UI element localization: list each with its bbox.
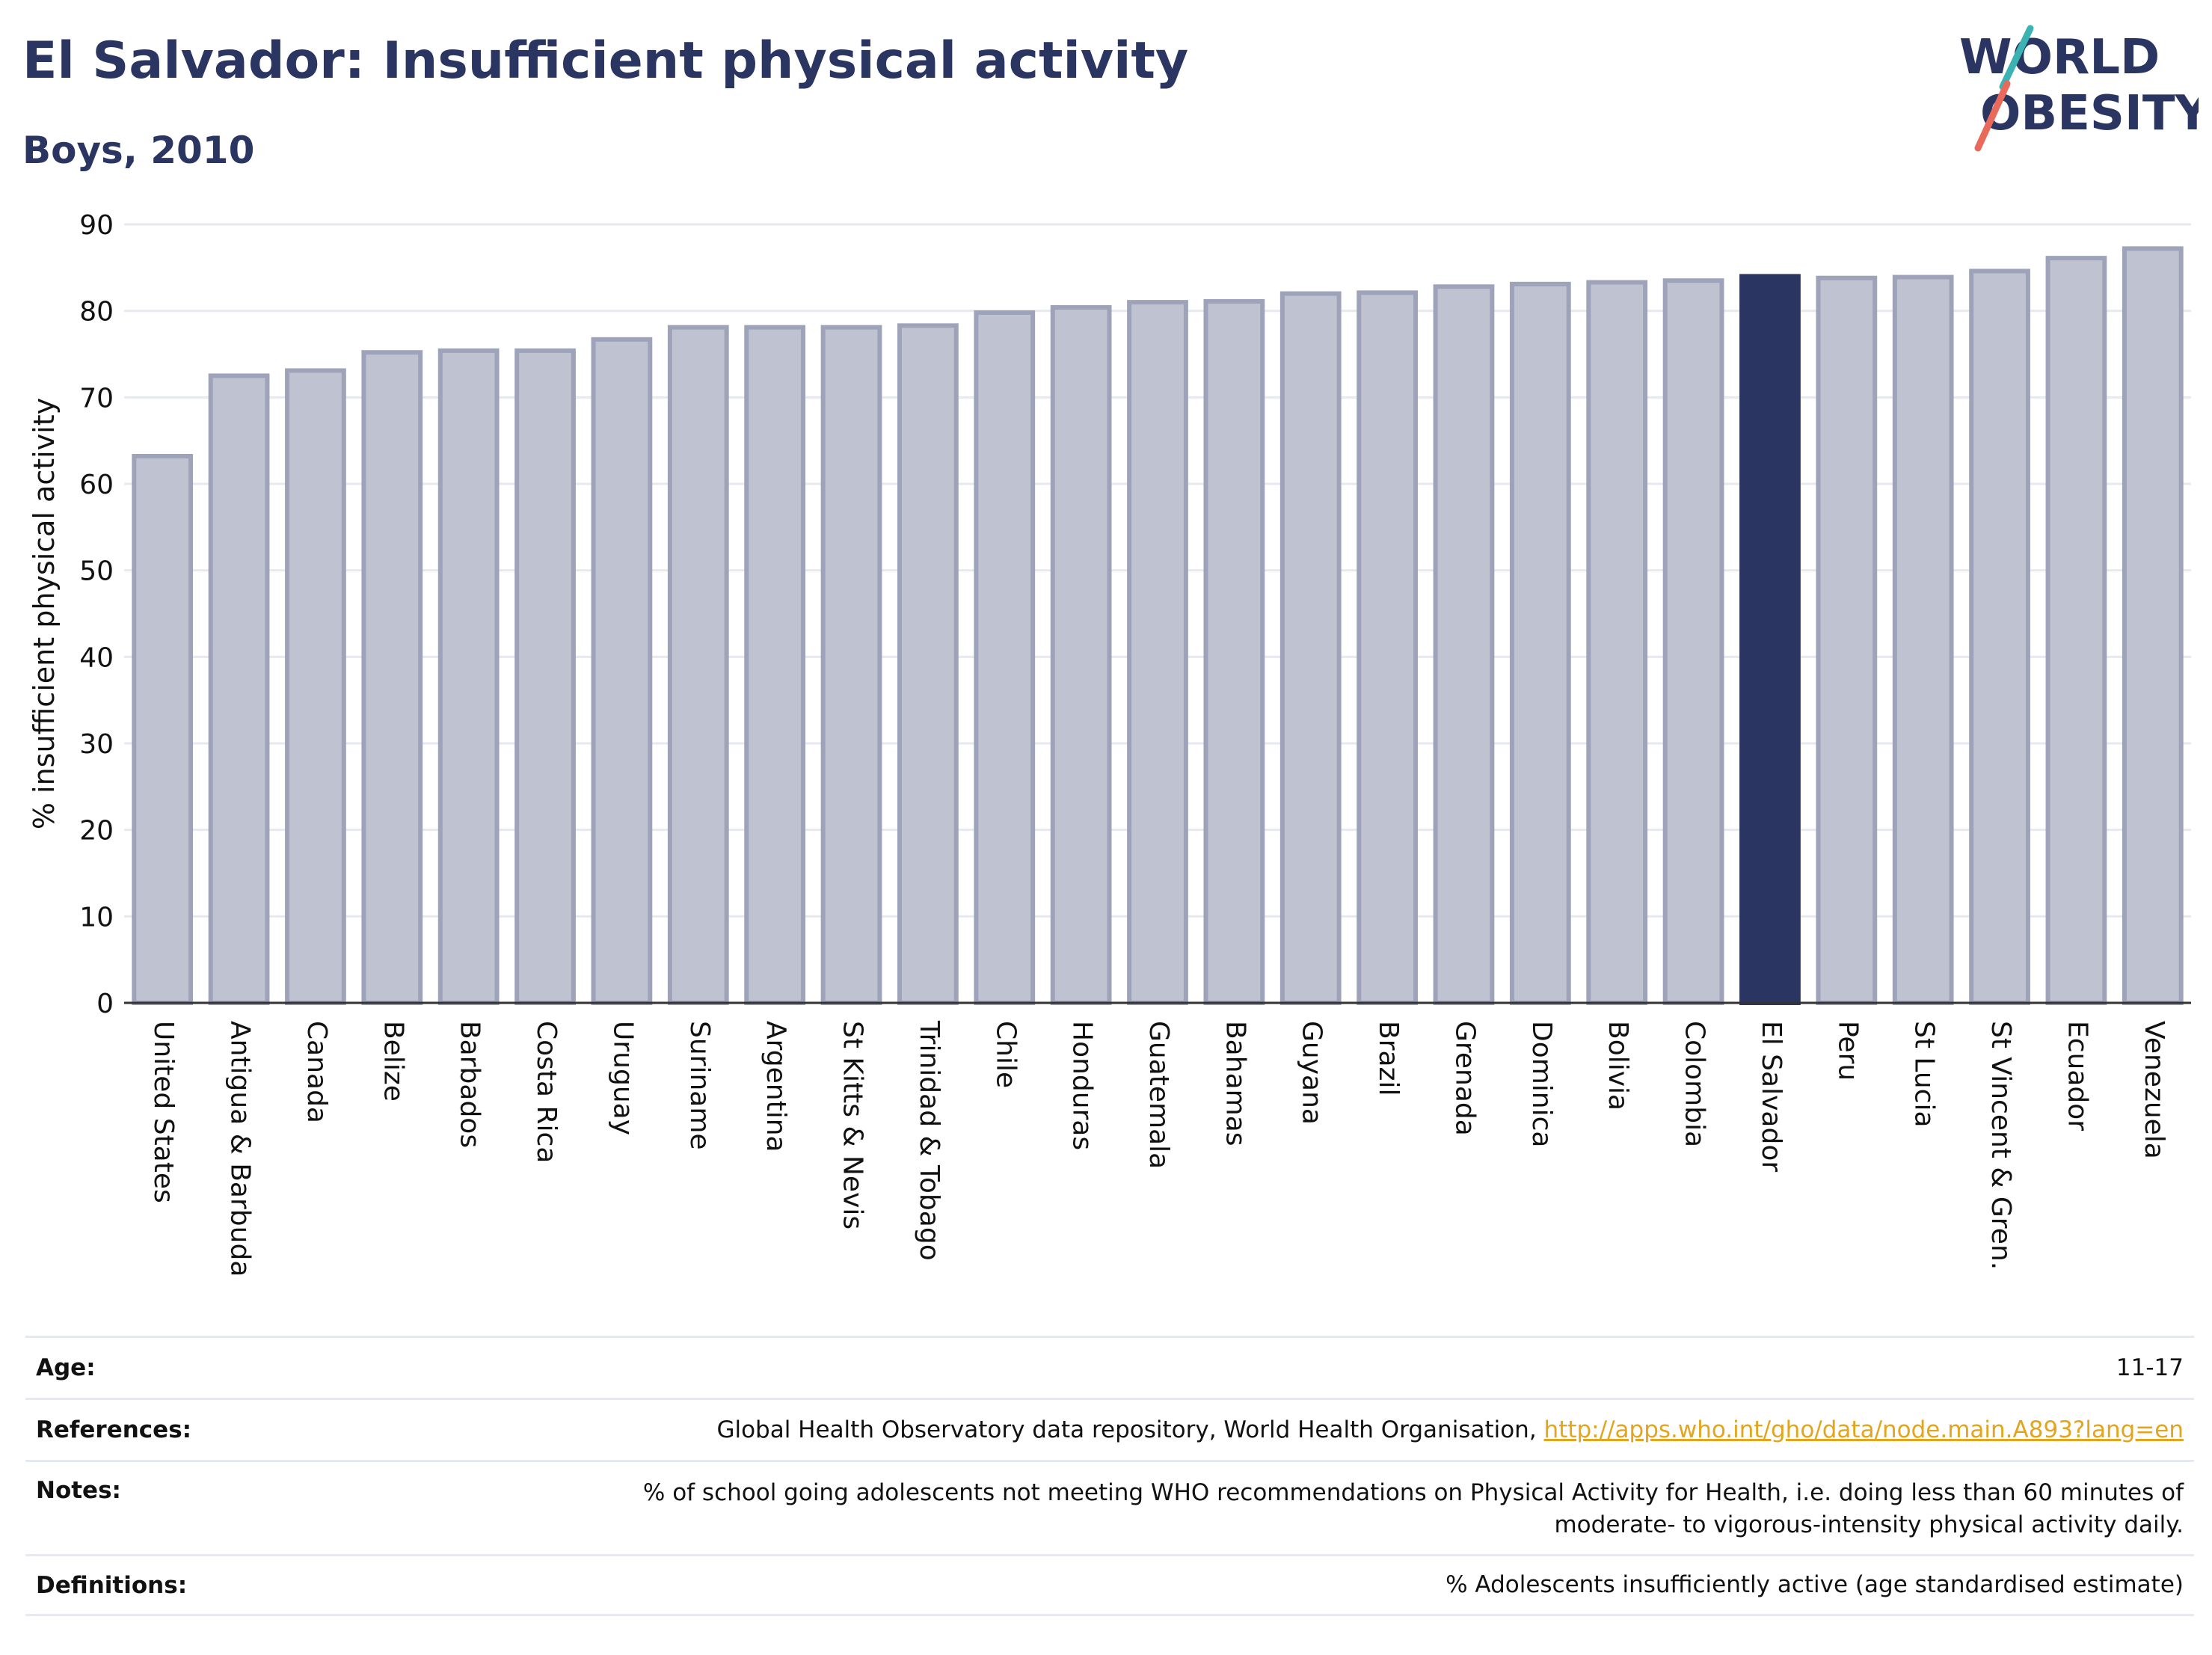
x-tick-label: Canada: [301, 1021, 332, 1123]
logo-line-1: WORLD: [1959, 30, 2160, 85]
bar: [591, 337, 653, 1005]
y-tick-label: 10: [79, 902, 114, 933]
y-tick-label: 80: [79, 297, 114, 328]
y-tick-label: 20: [79, 816, 114, 847]
bar: [1433, 284, 1495, 1005]
world-obesity-logo: WORLD OBESITY: [1959, 25, 2199, 152]
bar: [132, 453, 194, 1005]
logo-line-2: OBESITY: [1980, 86, 2199, 141]
bars: [132, 246, 2184, 1006]
x-tick-label: Suriname: [684, 1021, 715, 1150]
logo-coral-stroke: [1974, 80, 2011, 152]
bar: [820, 325, 882, 1006]
bar: [974, 310, 1036, 1006]
bar: [208, 373, 270, 1005]
info-row-age: Age: 11-17: [25, 1336, 2194, 1398]
bar: [1050, 305, 1112, 1006]
x-tick-label: Uruguay: [607, 1021, 638, 1135]
references-link[interactable]: http://apps.who.int/gho/data/node.main.A…: [1543, 1416, 2184, 1443]
y-tick-label: 60: [79, 470, 114, 500]
x-tick-label: Bahamas: [1220, 1021, 1250, 1146]
x-tick-label: Venezuela: [2139, 1021, 2169, 1159]
bar: [1279, 291, 1342, 1005]
x-tick-label: Costa Rica: [531, 1021, 562, 1163]
bar: [1662, 278, 1724, 1005]
definitions-label: Definitions:: [36, 1571, 188, 1599]
bar: [897, 323, 959, 1005]
bar: [1586, 280, 1648, 1006]
y-tick-labels: 0 10 20 30 40 50 60 70 80 90: [79, 210, 114, 1019]
bar: [285, 368, 346, 1005]
x-tick-label: United States: [148, 1021, 179, 1203]
y-tick-label: 70: [79, 383, 114, 414]
x-tick-label: Brazil: [1373, 1021, 1404, 1096]
x-tick-label: Dominica: [1526, 1021, 1557, 1148]
bar: [1892, 274, 1954, 1006]
bar: [1969, 268, 2030, 1005]
x-tick-label: Barbados: [455, 1021, 485, 1148]
x-tick-label: El Salvador: [1756, 1021, 1787, 1172]
bar: [667, 325, 729, 1006]
x-tick-label: Argentina: [761, 1021, 791, 1152]
bar: [2122, 246, 2184, 1005]
notes-label: Notes:: [36, 1477, 121, 1504]
y-tick-label: 90: [79, 210, 114, 241]
bar: [1203, 298, 1265, 1005]
y-tick-label: 30: [79, 729, 114, 760]
info-row-notes: Notes: % of school going adolescents not…: [25, 1460, 2194, 1554]
x-tick-label: St Kitts & Nevis: [838, 1021, 868, 1229]
logo-teal-stroke: [1999, 25, 2034, 90]
bar: [744, 325, 806, 1006]
definitions-value: % Adolescents insufficiently active (age…: [1446, 1571, 2184, 1598]
x-tick-label: Chile: [990, 1021, 1021, 1088]
x-tick-labels: United States Antigua & Barbuda Canada Beli…: [148, 1020, 2169, 1277]
age-label: Age:: [36, 1354, 96, 1381]
bar: [1127, 300, 1188, 1006]
info-row-definitions: Definitions: % Adolescents insufficientl…: [25, 1554, 2194, 1616]
references-text: Global Health Observatory data repositor…: [716, 1416, 1544, 1443]
bar: [1509, 281, 1571, 1005]
age-value: 11-17: [2116, 1354, 2184, 1381]
references-value: Global Health Observatory data repositor…: [716, 1414, 2184, 1446]
bar-chart: 0 10 20 30 40 50 60 70 80 90 United States Antigua…: [28, 210, 2191, 1277]
info-row-references: References: Global Health Observatory da…: [25, 1398, 2194, 1460]
bar: [437, 348, 500, 1005]
x-tick-label: Guyana: [1297, 1021, 1327, 1125]
y-axis-label: % insufficient physical activity: [28, 398, 61, 829]
bar: [1816, 275, 1878, 1006]
bar: [1357, 290, 1418, 1006]
x-tick-label: St Lucia: [1909, 1021, 1940, 1128]
bar: [2045, 256, 2107, 1005]
x-tick-label: Trinidad & Tobago: [914, 1020, 944, 1261]
bar: [514, 348, 576, 1005]
x-tick-label: Belize: [378, 1021, 408, 1102]
x-tick-label: Antigua & Barbuda: [225, 1021, 256, 1277]
x-tick-label: St Vincent & Gren.: [1985, 1021, 2016, 1270]
x-tick-label: Bolivia: [1603, 1021, 1633, 1111]
x-tick-label: Peru: [1832, 1021, 1863, 1081]
x-tick-label: Grenada: [1449, 1021, 1480, 1136]
references-label: References:: [36, 1416, 192, 1443]
info-table: Age: 11-17 References: Global Health Obs…: [25, 1336, 2194, 1616]
x-tick-label: Colombia: [1680, 1021, 1710, 1147]
x-tick-label: Guatemala: [1143, 1021, 1174, 1169]
chart-subtitle: Boys, 2010: [22, 129, 255, 172]
y-tick-label: 50: [79, 556, 114, 587]
bar: [361, 350, 423, 1006]
y-tick-label: 40: [79, 642, 114, 673]
x-tick-label: Honduras: [1067, 1021, 1098, 1150]
chart-title: El Salvador: Insufficient physical activ…: [22, 31, 1189, 90]
y-tick-label: 0: [96, 989, 114, 1019]
bar-highlighted: [1739, 274, 1801, 1005]
x-tick-label: Ecuador: [2062, 1021, 2092, 1131]
notes-value: % of school going adolescents not meetin…: [642, 1479, 2184, 1538]
